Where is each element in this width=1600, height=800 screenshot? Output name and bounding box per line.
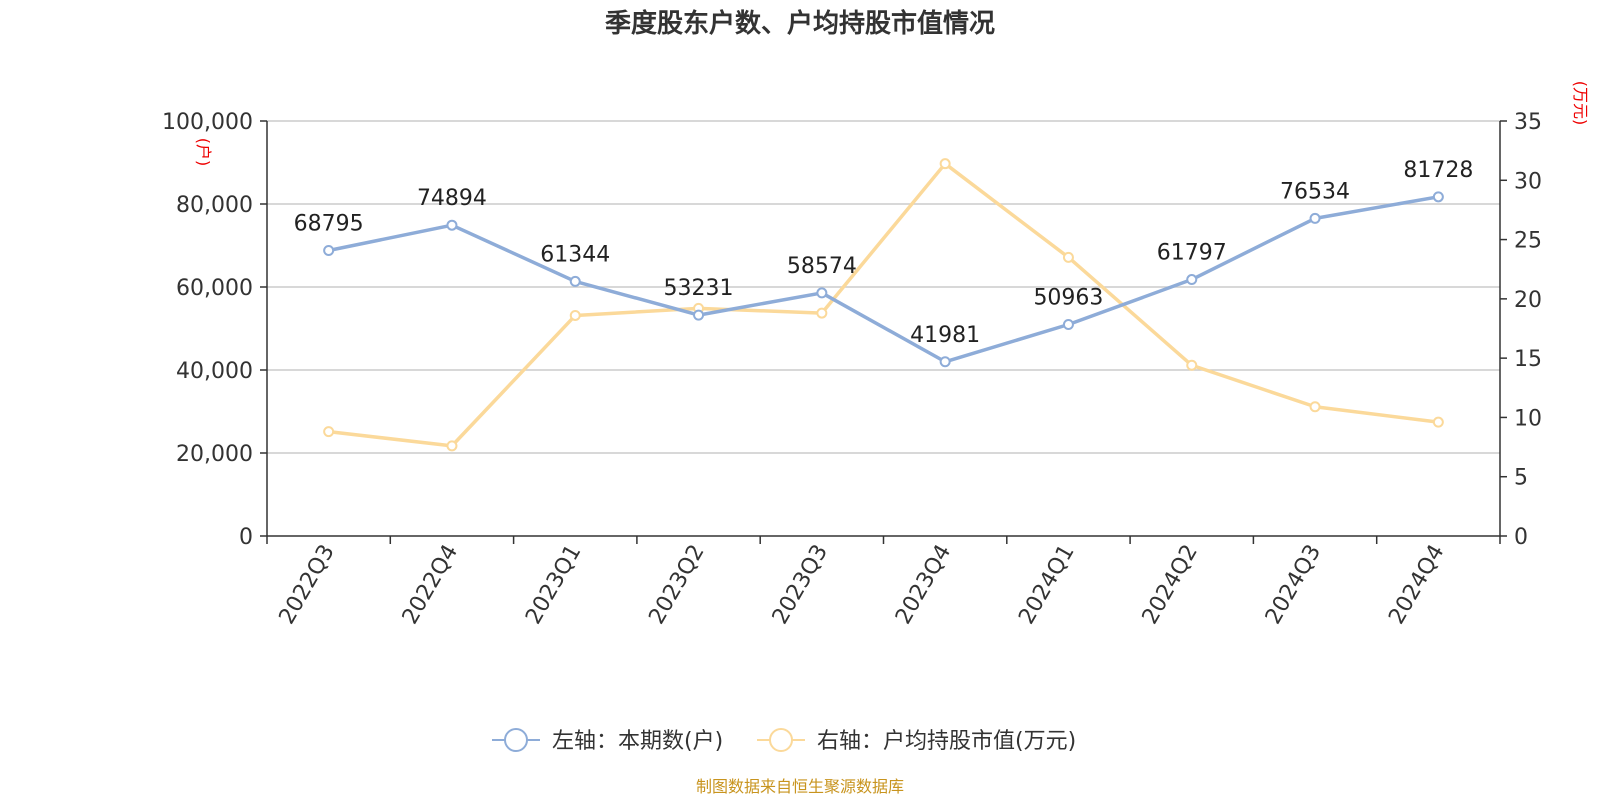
data-point[interactable] bbox=[1062, 319, 1074, 331]
series-line-1 bbox=[328, 161, 1439, 448]
legend: 左轴：本期数(户) 右轴：户均持股市值(万元) bbox=[492, 728, 1076, 754]
data-point[interactable] bbox=[323, 426, 335, 438]
data-point[interactable] bbox=[1186, 359, 1198, 371]
chart-title: 季度股东户数、户均持股市值情况 bbox=[605, 8, 995, 39]
x-tick-label: 2022Q4 bbox=[398, 541, 463, 629]
legend-item-households[interactable]: 左轴：本期数(户) bbox=[492, 728, 723, 754]
left-tick-label: 40,000 bbox=[176, 359, 253, 384]
legend-marker-market-value bbox=[769, 728, 793, 752]
x-tick-label: 2024Q1 bbox=[1014, 541, 1079, 629]
left-tick-label: 20,000 bbox=[176, 442, 253, 467]
data-point[interactable] bbox=[1432, 416, 1444, 428]
series-line-0 bbox=[328, 195, 1439, 364]
x-tick-label: 2023Q3 bbox=[768, 541, 833, 629]
right-tick-label: 25 bbox=[1514, 229, 1542, 254]
data-label: 50963 bbox=[1033, 286, 1103, 311]
x-axis-ticks: 2022Q3 2022Q4 2023Q1 2023Q2 2023Q3 2023Q4 2024… bbox=[266, 536, 1501, 629]
legend-item-market-value[interactable]: 右轴：户均持股市值(万元) bbox=[757, 728, 1076, 754]
data-point[interactable] bbox=[1309, 212, 1321, 224]
left-tick-label: 60,000 bbox=[176, 276, 253, 301]
right-tick-label: 20 bbox=[1514, 288, 1542, 313]
data-label: 74894 bbox=[417, 186, 487, 211]
data-label: 61344 bbox=[540, 242, 610, 267]
data-label: 81728 bbox=[1403, 158, 1473, 183]
legend-label-market-value: 右轴：户均持股市值(万元) bbox=[817, 729, 1076, 754]
x-tick-label: 2023Q2 bbox=[644, 541, 709, 629]
data-point[interactable] bbox=[1186, 274, 1198, 286]
data-point[interactable] bbox=[939, 356, 951, 368]
right-tick-label: 15 bbox=[1514, 347, 1542, 372]
left-tick-label: 100,000 bbox=[162, 110, 253, 135]
x-tick-label: 2022Q3 bbox=[275, 541, 340, 629]
data-point[interactable] bbox=[816, 307, 828, 319]
data-point[interactable] bbox=[323, 245, 335, 257]
data-point[interactable] bbox=[1309, 401, 1321, 413]
data-label: 53231 bbox=[664, 276, 734, 301]
right-tick-label: 5 bbox=[1514, 466, 1528, 491]
right-tick-label: 10 bbox=[1514, 406, 1542, 431]
x-tick-label: 2024Q4 bbox=[1384, 541, 1449, 629]
x-tick-label: 2023Q1 bbox=[521, 541, 586, 629]
legend-label-households: 左轴：本期数(户) bbox=[552, 729, 723, 754]
series-layer: 68795 74894 61344 53231 58574 41981 50963 61797… bbox=[294, 158, 1473, 452]
data-point[interactable] bbox=[1432, 191, 1444, 203]
data-label: 68795 bbox=[294, 212, 364, 237]
data-point[interactable] bbox=[446, 440, 458, 452]
source-note: 制图数据来自恒生聚源数据库 bbox=[696, 777, 904, 796]
left-tick-label: 0 bbox=[239, 525, 253, 550]
left-axis-ticks: 0 20,000 40,000 60,000 80,000 100,000 bbox=[162, 110, 267, 550]
left-axis-unit: (户) bbox=[194, 138, 213, 167]
data-point[interactable] bbox=[569, 275, 581, 287]
data-point[interactable] bbox=[446, 219, 458, 231]
data-point[interactable] bbox=[693, 309, 705, 321]
right-tick-label: 35 bbox=[1514, 110, 1542, 135]
data-label: 41981 bbox=[910, 323, 980, 348]
data-label: 61797 bbox=[1157, 241, 1227, 266]
data-label: 76534 bbox=[1280, 179, 1350, 204]
x-tick-label: 2023Q4 bbox=[891, 541, 956, 629]
grid-lines bbox=[267, 120, 1500, 454]
data-point[interactable] bbox=[1062, 251, 1074, 263]
right-axis-unit: (万元) bbox=[1571, 81, 1590, 126]
x-tick-label: 2024Q2 bbox=[1138, 541, 1203, 629]
right-tick-label: 30 bbox=[1514, 169, 1542, 194]
data-point[interactable] bbox=[939, 158, 951, 170]
right-tick-label: 0 bbox=[1514, 525, 1528, 550]
right-axis-ticks: 0 5 10 15 20 25 30 35 bbox=[1500, 110, 1542, 550]
data-point[interactable] bbox=[569, 309, 581, 321]
data-point[interactable] bbox=[816, 287, 828, 299]
left-tick-label: 80,000 bbox=[176, 193, 253, 218]
legend-marker-households bbox=[504, 728, 528, 752]
x-tick-label: 2024Q3 bbox=[1261, 541, 1326, 629]
data-label: 58574 bbox=[787, 254, 857, 279]
